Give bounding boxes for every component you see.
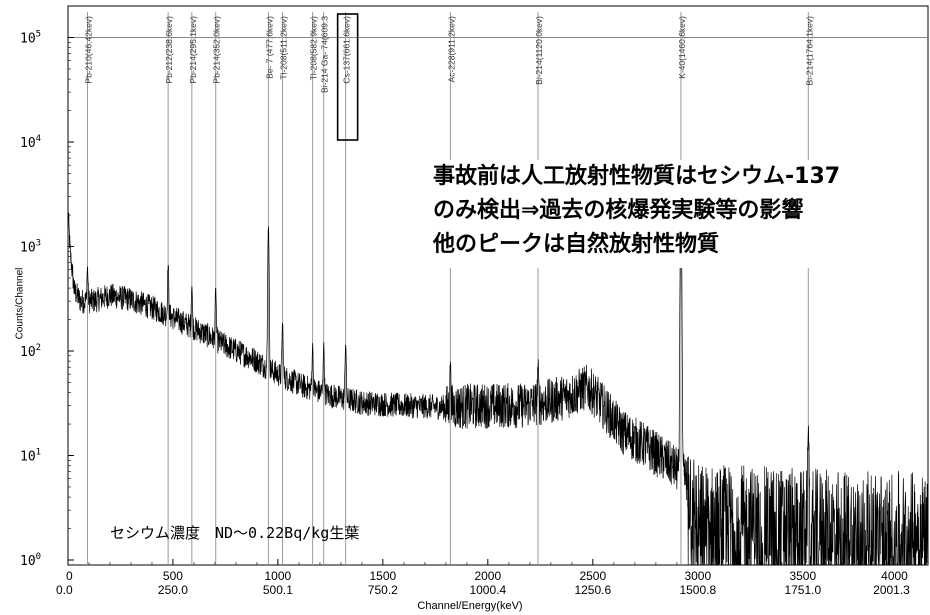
peak-marker-lines [86,12,809,565]
annotation-line-2: のみ検出⇒過去の核爆発実験等の影響 [433,198,804,223]
x-tick-label-energy: 2001.3 [873,583,910,597]
x-tick-label-channel: 2000 [474,569,501,583]
x-tick-label-energy: 500.1 [263,583,293,597]
plot-border [67,5,929,566]
peak-label: Bi-214 Ga- 74(609.3 [320,16,330,93]
x-tick-label-energy: 1000.4 [469,583,506,597]
annotation-line-3: 他のピークは自然放射性物質 [433,232,720,257]
y-tick-label: 105 [20,30,41,47]
y-axis-label: Counts/Channel [14,267,26,340]
peak-label: Cs-137(661.6kev) [342,16,352,84]
annotation-box: 事故前は人工放射性物質はセシウム-137 のみ検出⇒過去の核爆発実験等の影響 他… [425,160,913,268]
y-tick-label: 104 [20,134,41,151]
x-tick-label-channel: 3000 [684,569,711,583]
x-tick-label-channel: 1000 [265,569,292,583]
x-tick-label-energy: 1500.8 [679,583,716,597]
peak-label: Bi-214(1764.1kev) [804,16,814,86]
x-tick-label-channel: 4000 [881,569,908,583]
x-tick-label-channel: 1500 [369,569,396,583]
spectrum-trace [67,205,929,566]
x-tick-label-channel: 500 [163,569,183,583]
peak-label: Pb-214(295.1kev) [188,16,198,84]
peak-label: Pb-214(352.0kev) [212,16,222,84]
annotation-line-1: 事故前は人工放射性物質はセシウム-137 [433,164,841,189]
x-tick-label-energy: 750.2 [368,583,398,597]
spectrum-line [67,205,929,566]
peak-label: Tl-208(511.2kev) [279,16,289,80]
x-tick-label-channel: 3500 [789,569,816,583]
x-tick-label-channel: 2500 [579,569,606,583]
peak-labels: Pb-210(46.42kev) Pb-212(238.6kev) Pb-214(2… [83,13,814,141]
y-tick-label: 100 [20,552,41,569]
peak-label: Bi-214(1120.0kev) [534,16,544,85]
x-tick-label-channel: 0 [66,569,73,583]
x-axis-label: Channel/Energy(keV) [417,600,523,612]
x-tick-label-energy: 1751.0 [784,583,821,597]
x-tick-label-energy: 1250.6 [574,583,611,597]
cesium-concentration-note: セシウム濃度 ND～0.22Bq/kg生葉 [110,524,360,542]
y-tick-label: 101 [20,448,41,465]
peak-label: K-40(1460.6kev) [677,16,687,79]
x-tick-label-energy: 250.0 [158,583,188,597]
highlighted-peak-box [336,13,359,141]
y-tick-label: 102 [20,343,41,360]
plot-frame [67,5,929,566]
y-tick-label: 103 [20,239,41,256]
peak-label: Pb-212(238.6kev) [164,16,174,84]
peak-label: Pb-210(46.42kev) [83,16,93,84]
peak-label: Be- 7 (477.6kev) [264,16,274,79]
x-tick-label-energy: 0.0 [56,583,73,597]
peak-label: Ac-228(911.2kev) [446,16,456,83]
peak-label: Tl-208(582.9kev) [309,16,319,80]
